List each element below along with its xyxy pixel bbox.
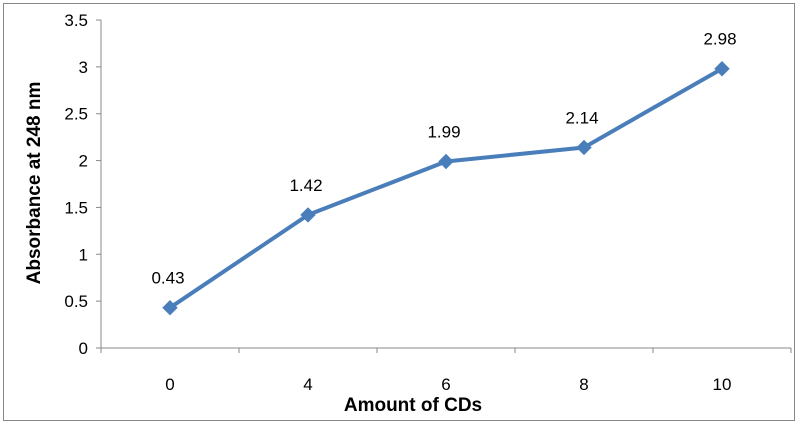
data-point-marker: [300, 207, 316, 223]
data-point-marker: [576, 139, 592, 156]
y-tick-label: 1: [79, 245, 88, 264]
y-tick-label: 2: [79, 152, 88, 171]
y-tick-label: 0: [79, 339, 88, 358]
data-label: 0.43: [151, 269, 184, 288]
x-axis-ticks: 0 4 6 8 10: [100, 348, 792, 394]
y-tick-label: 2.5: [64, 105, 88, 124]
x-tick-label: 6: [441, 375, 450, 394]
data-labels: 0.43 1.42 1.99 2.14 2.98: [151, 30, 736, 288]
data-label: 2.98: [703, 30, 736, 49]
y-tick-label: 0.5: [64, 292, 88, 311]
y-axis-ticks: 0 0.5 1 1.5 2 2.5 3 3.5: [64, 11, 101, 358]
series: [162, 61, 730, 316]
y-tick-label: 1.5: [64, 198, 88, 217]
x-tick-label: 10: [713, 375, 732, 394]
chart-frame: [3, 3, 795, 421]
series-line: [168, 66, 723, 310]
data-point-marker: [714, 61, 730, 77]
data-point-marker: [438, 153, 454, 170]
data-label: 1.99: [427, 123, 460, 142]
x-tick-label: 0: [165, 375, 174, 394]
x-axis-title: Amount of CDs: [344, 395, 482, 416]
x-tick-label: 8: [579, 375, 588, 394]
data-point-marker: [162, 299, 178, 316]
y-tick-label: 3.5: [64, 11, 88, 30]
data-label: 2.14: [565, 108, 598, 127]
axes: [100, 20, 791, 349]
y-axis-title: Absorbance at 248 nm: [24, 82, 45, 285]
x-tick-label: 4: [303, 375, 312, 394]
y-tick-label: 3: [79, 58, 88, 77]
data-label: 1.42: [289, 176, 322, 195]
